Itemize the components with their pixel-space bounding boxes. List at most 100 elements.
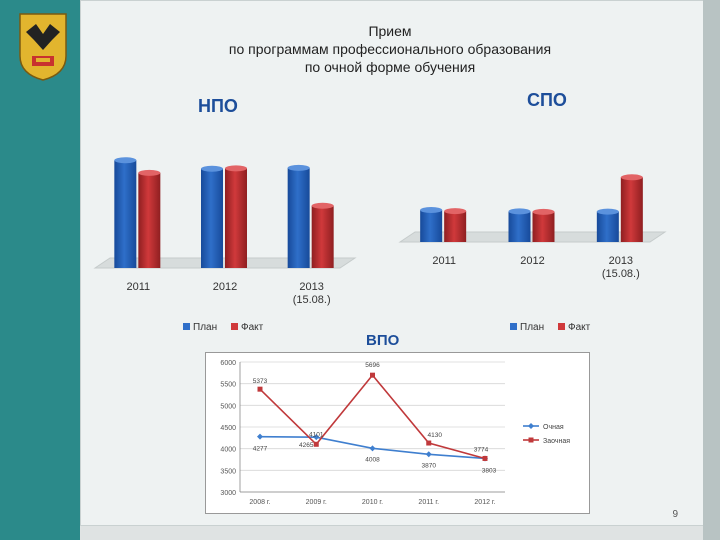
data-label: 4101: [309, 431, 324, 438]
data-label: 4530: [85, 130, 99, 133]
x-tick-label: 2010 г.: [362, 499, 383, 506]
x-tick-label: (15.08.): [293, 294, 331, 306]
bar-top: [420, 207, 443, 213]
title-line-2: по программам профессионального образова…: [228, 41, 552, 57]
legend-label: Факт: [241, 322, 264, 333]
data-label: 3008: [395, 150, 409, 153]
bar-top: [311, 202, 334, 209]
y-tick-label: 4000: [220, 447, 236, 454]
x-tick-label: 2012 г.: [474, 499, 495, 506]
data-point: [313, 434, 320, 441]
fact-bar: [532, 211, 555, 242]
data-label: 3803: [482, 467, 497, 474]
data-label: 4900: [85, 130, 99, 133]
y-tick-label: 6000: [220, 360, 236, 367]
plot-frame: [205, 352, 590, 514]
x-tick-label: 2012: [213, 281, 237, 293]
plan-bar: [201, 168, 223, 268]
data-point: [370, 372, 375, 378]
bar-top: [620, 174, 643, 181]
plan-bar: [420, 210, 443, 242]
fact-bar: [444, 211, 467, 242]
x-tick-label: 2011: [432, 255, 456, 267]
legend-swatch: [510, 323, 517, 330]
legend-marker: [528, 423, 534, 429]
fact-bar: [620, 177, 643, 242]
data-label: 5373: [253, 378, 268, 385]
data-label: 4322: [85, 130, 99, 133]
page-number: 9: [672, 509, 678, 520]
bar-top: [508, 208, 531, 215]
bar-top: [287, 164, 310, 171]
x-tick-label: 2009 г.: [306, 499, 327, 506]
bar-top: [596, 208, 619, 215]
data-point: [257, 386, 263, 392]
y-tick-label: 4500: [220, 425, 236, 432]
x-tick-label: 2011: [127, 281, 151, 293]
legend-marker: [528, 437, 534, 443]
data-label: 3090: [395, 150, 409, 153]
bar-top: [225, 165, 247, 172]
fact-bar: [138, 172, 161, 268]
data-label: 3061: [395, 150, 409, 153]
left-decor-bar: [0, 0, 80, 540]
legend-label: Заочная: [543, 438, 570, 445]
data-label: 6469: [395, 150, 409, 153]
data-label: 2831: [85, 130, 99, 133]
data-label: 4130: [428, 432, 443, 439]
x-tick-label: 2011 г.: [418, 499, 439, 506]
plan-bar: [287, 167, 310, 268]
slide-title: Прием по программам профессионального об…: [90, 22, 690, 76]
legend-label: План: [520, 322, 544, 333]
y-tick-label: 3000: [220, 490, 236, 497]
spo-heading: СПО: [527, 90, 567, 110]
plan-bar: [508, 211, 531, 242]
title-line-1: Прием: [368, 23, 412, 39]
x-tick-label: 2013: [299, 281, 323, 293]
legend-label: План: [193, 322, 217, 333]
bar-top: [201, 165, 223, 172]
x-tick-label: 2012: [520, 255, 544, 267]
data-label: 3200: [395, 150, 409, 153]
npo-heading: НПО: [198, 96, 238, 116]
coat-of-arms-icon: [19, 13, 67, 81]
bar-top: [114, 157, 137, 164]
data-point: [313, 441, 319, 447]
bar-top: [444, 208, 467, 215]
data-label: 3774: [474, 446, 489, 453]
npo-bar-chart: 49004322 2011 45114530 2012 45532831 2013(15.…: [85, 130, 357, 333]
legend-label: Очная: [543, 424, 564, 431]
vpo-heading: ВПО: [366, 332, 400, 349]
data-point: [426, 440, 432, 446]
legend-swatch: [558, 323, 565, 330]
data-point: [425, 451, 432, 458]
right-decor-bar: [703, 0, 720, 540]
plan-bar: [596, 211, 619, 242]
data-label: 4008: [365, 456, 380, 463]
data-label: 3042: [395, 150, 409, 153]
plan-bar: [114, 160, 137, 268]
y-tick-label: 3500: [220, 468, 236, 475]
y-tick-label: 5000: [220, 403, 236, 410]
data-label: 4277: [253, 446, 268, 453]
x-tick-label: (15.08.): [602, 268, 640, 280]
legend-swatch: [231, 323, 238, 330]
fact-bar: [311, 205, 334, 268]
legend-label: Факт: [568, 322, 591, 333]
bar-top: [138, 169, 161, 176]
bar-top: [532, 208, 555, 215]
data-label: 4511: [85, 130, 99, 133]
title-line-3: по очной форме обучения: [304, 59, 476, 75]
data-label: 4553: [85, 130, 99, 133]
x-tick-label: 2008 г.: [249, 499, 270, 506]
data-label: 4265: [299, 442, 314, 449]
data-label: 5696: [365, 362, 380, 369]
fact-bar: [225, 168, 247, 268]
data-point: [369, 445, 376, 452]
vpo-line-chart: 3000 3500 4000 4500 5000 5500 6000 2008 г. 2009 …: [205, 352, 590, 514]
y-tick-label: 5500: [220, 382, 236, 389]
data-point: [257, 433, 263, 440]
legend-swatch: [183, 323, 190, 330]
spo-bar-chart: 32003090 2011 30613008 2012 30426469 2013(15.…: [395, 150, 667, 333]
x-tick-label: 2013: [609, 255, 633, 267]
